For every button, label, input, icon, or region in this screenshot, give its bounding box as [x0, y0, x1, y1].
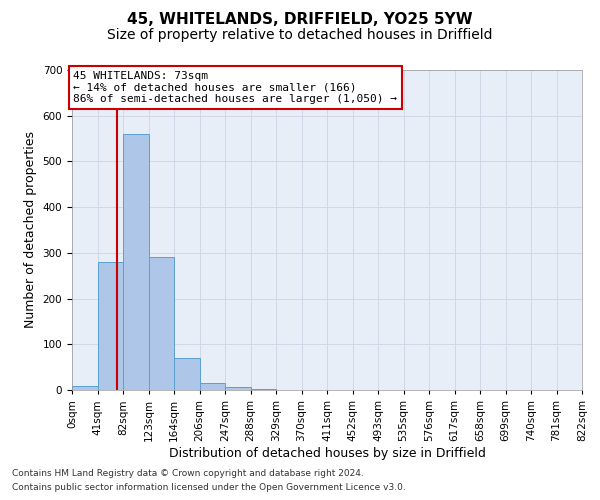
Text: Size of property relative to detached houses in Driffield: Size of property relative to detached ho…	[107, 28, 493, 42]
Bar	[199, 383, 225, 390]
Bar	[174, 358, 199, 390]
Bar	[72, 386, 97, 390]
Bar	[123, 134, 149, 390]
Text: 45 WHITELANDS: 73sqm
← 14% of detached houses are smaller (166)
86% of semi-deta: 45 WHITELANDS: 73sqm ← 14% of detached h…	[73, 71, 397, 104]
Bar	[149, 258, 174, 390]
Bar	[97, 262, 123, 390]
X-axis label: Distribution of detached houses by size in Driffield: Distribution of detached houses by size …	[169, 446, 485, 460]
Text: 45, WHITELANDS, DRIFFIELD, YO25 5YW: 45, WHITELANDS, DRIFFIELD, YO25 5YW	[127, 12, 473, 28]
Text: Contains HM Land Registry data © Crown copyright and database right 2024.: Contains HM Land Registry data © Crown c…	[12, 468, 364, 477]
Y-axis label: Number of detached properties: Number of detached properties	[24, 132, 37, 328]
Bar	[251, 389, 276, 390]
Bar	[225, 388, 251, 390]
Text: Contains public sector information licensed under the Open Government Licence v3: Contains public sector information licen…	[12, 484, 406, 492]
